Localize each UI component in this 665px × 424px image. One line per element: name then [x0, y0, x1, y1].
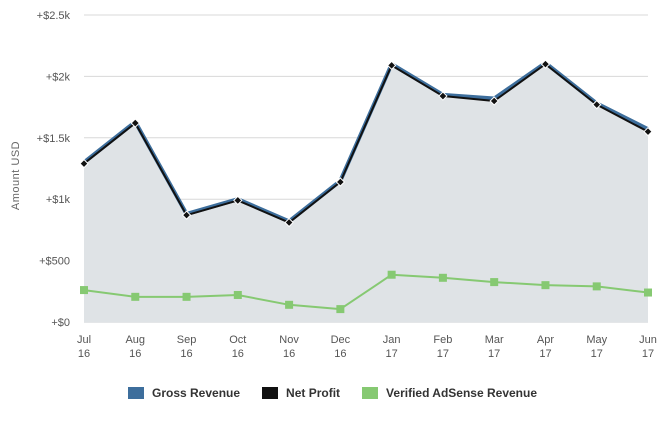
verified-adsense-revenue-point[interactable]: [336, 305, 345, 314]
x-axis-ticks: Jul 16 Aug 16 Sep 16 Oct 16 Nov 16 Dec 16 Jan 17 Feb 17…: [77, 334, 657, 360]
legend-label: Net Profit: [286, 386, 341, 400]
verified-adsense-revenue-point[interactable]: [285, 300, 294, 309]
line-chart: +$0 +$500 +$1k +$1.5k +$2k +$2.5k Jul 16 Aug 16 S…: [10, 10, 657, 360]
net-profit-line: [83, 63, 649, 224]
legend-swatch: [128, 387, 144, 399]
area-fill: [84, 62, 648, 322]
net-profit-point[interactable]: [643, 126, 653, 137]
x-tick-label: Apr 17: [537, 334, 554, 360]
legend-item-verified-adsense-revenue[interactable]: Verified AdSense Revenue: [362, 386, 537, 400]
verified-adsense-revenue-point[interactable]: [541, 281, 550, 290]
verified-adsense-revenue-point[interactable]: [592, 282, 601, 291]
legend-item-net-profit[interactable]: Net Profit: [262, 386, 340, 400]
x-tick-label: Nov 16: [279, 334, 299, 360]
verified-adsense-revenue-point[interactable]: [644, 288, 652, 297]
verified-adsense-revenue-point[interactable]: [490, 278, 499, 287]
verified-adsense-revenue-point[interactable]: [387, 270, 396, 279]
x-tick-label: Jun 17: [639, 334, 657, 360]
x-tick-label: Mar 17: [485, 334, 504, 360]
verified-adsense-revenue-point[interactable]: [131, 292, 140, 301]
net-profit-point[interactable]: [489, 96, 499, 106]
legend-swatch: [362, 387, 379, 399]
net-profit-point[interactable]: [79, 158, 89, 169]
series-layer: [79, 59, 653, 314]
legend-item-gross-revenue[interactable]: Gross Revenue: [128, 386, 240, 400]
x-tick-label: Jul 16: [77, 334, 91, 360]
legend-label: Verified AdSense Revenue: [386, 386, 537, 400]
y-tick-label: +$2.5k: [37, 10, 71, 22]
y-tick-label: +$500: [39, 256, 70, 268]
net-profit-point[interactable]: [130, 118, 140, 128]
net-profit-point[interactable]: [540, 59, 551, 69]
verified-adsense-revenue-point[interactable]: [438, 273, 447, 282]
gross-revenue-area: [84, 62, 648, 322]
y-tick-label: +$2k: [46, 71, 71, 83]
x-tick-label: Sep 16: [177, 334, 197, 360]
net-profit-point[interactable]: [233, 195, 243, 206]
net-profit-point[interactable]: [438, 91, 448, 101]
legend: Gross Revenue Net Profit Verified AdSense …: [0, 386, 665, 400]
x-tick-label: Dec 16: [331, 334, 351, 360]
verified-adsense-revenue-point[interactable]: [233, 290, 242, 299]
net-profit-point[interactable]: [335, 177, 346, 187]
net-profit-point[interactable]: [386, 60, 397, 71]
legend-swatch: [262, 387, 279, 399]
legend-label: Gross Revenue: [152, 386, 241, 400]
x-tick-label: May 17: [586, 334, 607, 360]
verified-adsense-revenue-line: [83, 273, 649, 311]
y-axis-ticks: +$0 +$500 +$1k +$1.5k +$2k +$2.5k: [37, 10, 71, 329]
net-profit-point[interactable]: [592, 99, 602, 110]
x-tick-label: Feb 17: [433, 334, 452, 360]
y-tick-label: +$0: [51, 317, 70, 329]
verified-adsense-revenue-point[interactable]: [80, 286, 88, 295]
y-tick-label: +$1.5k: [37, 133, 71, 145]
y-axis-label: Amount USD: [10, 141, 22, 210]
net-profit-point[interactable]: [181, 210, 192, 220]
x-tick-label: Oct 16: [229, 334, 246, 360]
x-tick-label: Aug 16: [125, 334, 145, 360]
x-tick-label: Jan 17: [383, 334, 401, 360]
y-tick-label: +$1k: [46, 194, 71, 206]
verified-adsense-revenue-point[interactable]: [182, 292, 191, 301]
net-profit-point[interactable]: [284, 217, 294, 228]
